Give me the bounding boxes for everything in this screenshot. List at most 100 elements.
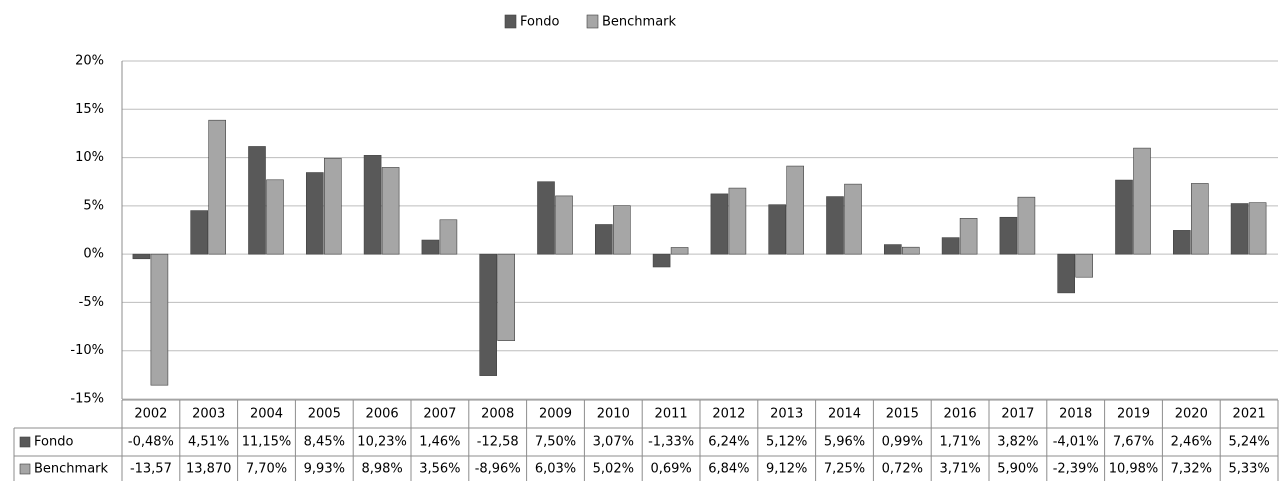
bar [612,205,631,255]
bar [497,253,516,341]
bar [248,146,266,255]
table-value: 2,46% [1171,435,1212,450]
x-tick-label: 2014 [828,407,861,422]
y-tick-label: -15% [70,392,104,407]
y-tick-label: 15% [75,102,104,117]
table-value: 5,33% [1228,462,1269,477]
bar [901,246,920,255]
table-value: 0,69% [650,462,691,477]
x-tick-label: 2016 [944,407,977,422]
bar [363,155,382,255]
table-value: 7,70% [246,462,287,477]
x-tick-label: 2003 [192,407,225,422]
bar [1248,202,1267,255]
table-value: -8,96% [475,462,521,477]
x-tick-label: 2018 [1059,407,1092,422]
table-row-label: Fondo [34,435,73,450]
bar [999,216,1018,255]
y-tick-label: -10% [70,343,104,358]
table-value: 1,46% [419,435,460,450]
bar [439,219,458,255]
table-legend-key [19,463,31,475]
table-value: 1,71% [939,435,980,450]
table-value: 3,56% [419,462,460,477]
bar [959,218,978,255]
x-tick-label: 2021 [1233,407,1266,422]
bar [710,193,729,255]
table-value: 4,51% [188,435,229,450]
bar [1133,147,1151,255]
bar [1115,179,1133,255]
bar [323,157,342,255]
table-value: 10,23% [357,435,407,450]
bar [1191,183,1209,255]
y-tick-label: 10% [75,150,104,165]
bar [266,179,284,255]
table-value: 9,93% [304,462,345,477]
table-value: 5,90% [997,462,1038,477]
table-value: 8,98% [361,462,402,477]
table-value: 7,32% [1171,462,1212,477]
x-tick-label: 2012 [712,407,745,422]
table-value: 10,98% [1109,462,1159,477]
table-value: 3,82% [997,435,1038,450]
x-tick-label: 2010 [597,407,630,422]
bar [786,165,805,255]
table-value: 7,50% [535,435,576,450]
bar [421,239,440,255]
bar [1057,253,1075,294]
table-value: 5,02% [593,462,634,477]
table-value: 7,25% [824,462,865,477]
table-value: 6,24% [708,435,749,450]
x-tick-label: 2005 [308,407,341,422]
table-value: 9,12% [766,462,807,477]
table-value: 5,96% [824,435,865,450]
bar [1230,203,1249,255]
bar [132,253,151,260]
table-value: 8,45% [304,435,345,450]
legend-key [586,14,599,29]
x-tick-label: 2011 [655,407,688,422]
bar [1017,196,1036,255]
x-tick-label: 2008 [481,407,514,422]
table-value: -12,58 [477,435,519,450]
table-value: 6,03% [535,462,576,477]
table-value: -13,57 [130,462,172,477]
bar [190,210,208,255]
table-value: 3,71% [939,462,980,477]
x-tick-label: 2017 [1001,407,1034,422]
x-tick-label: 2015 [886,407,919,422]
table-value: 5,24% [1228,435,1269,450]
y-tick-label: 5% [83,198,104,213]
table-value: 5,12% [766,435,807,450]
x-tick-label: 2009 [539,407,572,422]
x-tick-label: 2004 [250,407,283,422]
bar [150,253,169,386]
table-value: -0,48% [128,435,174,450]
table-value: -1,33% [648,435,694,450]
bar [537,181,555,255]
table-legend-key [19,436,31,448]
legend-key [504,14,517,29]
bar [479,253,498,376]
table-value: 0,72% [882,462,923,477]
x-tick-label: 2020 [1175,407,1208,422]
bar [728,187,747,255]
table-value: -2,39% [1053,462,1099,477]
y-tick-label: 20% [75,54,104,69]
table-value: 6,84% [708,462,749,477]
bar [381,167,400,255]
x-tick-label: 2019 [1117,407,1150,422]
legend-label: Fondo [520,15,559,30]
y-tick-label: -5% [79,295,104,310]
table-value: 11,15% [242,435,292,450]
x-tick-label: 2007 [423,407,456,422]
table-row-label: Benchmark [34,462,109,477]
bar [1173,230,1191,255]
x-tick-label: 2006 [366,407,399,422]
bar [555,195,573,255]
bar [1075,253,1093,278]
bar [941,237,960,255]
bar [768,204,787,255]
